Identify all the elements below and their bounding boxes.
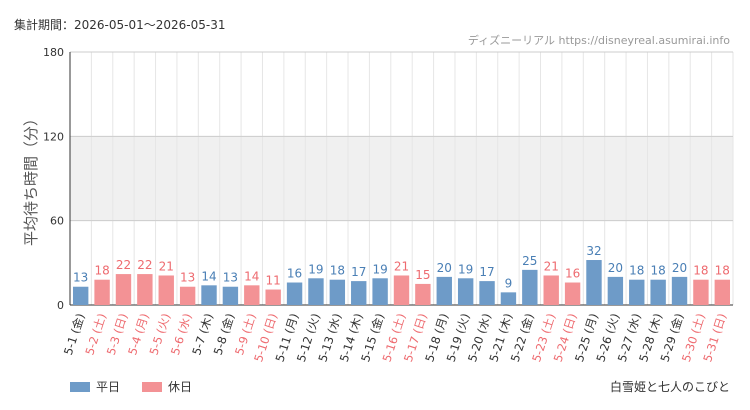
bar-weekday xyxy=(607,276,624,305)
band-60-120 xyxy=(70,136,733,221)
bar-value-label: 20 xyxy=(608,261,623,275)
bar-value-label: 18 xyxy=(330,264,345,278)
bar-value-label: 18 xyxy=(651,264,666,278)
bar-value-label: 21 xyxy=(544,259,559,273)
bar-holiday xyxy=(137,274,153,305)
legend-label-weekday: 平日 xyxy=(96,380,121,394)
bar-holiday xyxy=(393,275,410,305)
bar-weekday xyxy=(329,279,346,305)
chart-legend: 平日 休日 xyxy=(70,378,204,395)
bar-value-label: 19 xyxy=(372,262,387,276)
bar-holiday xyxy=(714,279,731,305)
bar-weekday xyxy=(586,260,602,305)
bar-value-label: 14 xyxy=(201,269,216,283)
period-label: 集計期間：2026-05-01〜2026-05-31 xyxy=(14,18,226,32)
legend-swatch-holiday xyxy=(142,381,163,392)
bar-weekday xyxy=(436,276,452,305)
bar-holiday xyxy=(564,282,581,305)
bar-weekday xyxy=(629,279,645,305)
bar-value-label: 19 xyxy=(458,262,473,276)
legend-item-holiday: 休日 xyxy=(142,378,192,395)
bar-holiday xyxy=(94,279,110,305)
bar-holiday xyxy=(543,275,559,305)
bar-weekday xyxy=(372,278,388,305)
bar-weekday xyxy=(201,285,217,305)
bar-value-label: 16 xyxy=(565,267,580,281)
bar-weekday xyxy=(457,278,474,305)
bar-value-label: 17 xyxy=(479,265,494,279)
bar-value-label: 21 xyxy=(394,259,409,273)
bar-value-label: 25 xyxy=(522,254,537,268)
bar-value-label: 14 xyxy=(244,269,259,283)
bar-holiday xyxy=(265,289,281,305)
y-tick-label: 120 xyxy=(43,130,64,143)
y-tick-label: 0 xyxy=(57,299,64,312)
bar-weekday xyxy=(671,276,688,305)
y-tick-label: 60 xyxy=(50,215,64,228)
bar-value-label: 32 xyxy=(586,244,601,258)
bar-value-label: 11 xyxy=(266,274,281,288)
bar-holiday xyxy=(693,279,709,305)
bar-holiday xyxy=(179,286,196,305)
bar-weekday xyxy=(72,286,89,305)
bar-value-label: 18 xyxy=(715,264,730,278)
bar-value-label: 13 xyxy=(180,271,195,285)
legend-swatch-weekday xyxy=(70,381,90,392)
bar-weekday xyxy=(650,279,666,305)
bar-value-label: 18 xyxy=(693,264,708,278)
bar-value-label: 17 xyxy=(351,265,366,279)
bar-holiday xyxy=(244,285,260,305)
legend-label-holiday: 休日 xyxy=(168,380,193,394)
bar-value-label: 21 xyxy=(159,259,174,273)
bar-weekday xyxy=(500,292,517,305)
bar-weekday xyxy=(286,282,303,305)
bar-holiday xyxy=(415,283,431,305)
bar-value-label: 19 xyxy=(308,262,323,276)
site-credit: ディズニーリアル https://disneyreal.asumirai.inf… xyxy=(467,34,730,47)
y-tick-label: 180 xyxy=(43,46,64,59)
bar-weekday xyxy=(308,278,324,305)
legend-item-weekday: 平日 xyxy=(70,378,120,395)
bar-value-label: 9 xyxy=(505,276,513,290)
attraction-name: 白雪姫と七人のこびと xyxy=(609,380,730,394)
bar-weekday xyxy=(351,281,367,305)
bar-weekday xyxy=(479,281,495,305)
bar-value-label: 22 xyxy=(137,258,152,272)
bar-value-label: 13 xyxy=(73,271,88,285)
bar-value-label: 18 xyxy=(629,264,644,278)
bar-value-label: 20 xyxy=(437,261,452,275)
bar-value-label: 15 xyxy=(415,268,430,282)
bar-holiday xyxy=(158,275,174,305)
bar-value-label: 22 xyxy=(116,258,131,272)
bar-holiday xyxy=(115,274,132,305)
bar-weekday xyxy=(222,286,239,305)
bar-weekday xyxy=(522,269,538,305)
y-axis-label: 平均待ち時間（分） xyxy=(22,111,40,246)
bar-value-label: 20 xyxy=(672,261,687,275)
bar-value-label: 16 xyxy=(287,267,302,281)
bar-value-label: 18 xyxy=(94,264,109,278)
bar-value-label: 13 xyxy=(223,271,238,285)
